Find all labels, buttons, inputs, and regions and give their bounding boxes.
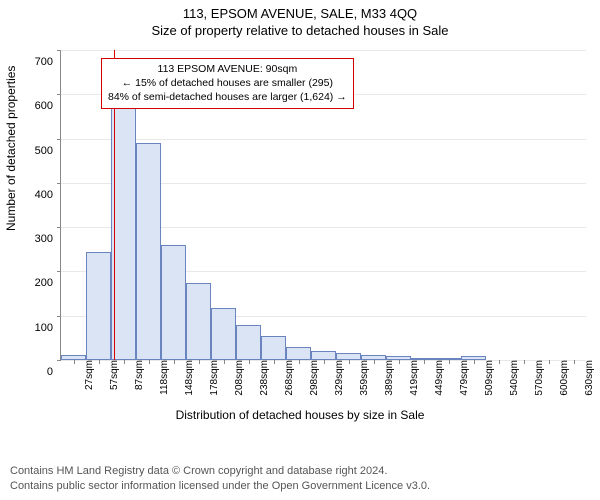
xtick-mark (324, 360, 325, 364)
xtick-mark (149, 360, 150, 364)
bar (311, 351, 336, 360)
y-axis-label: Number of detached properties (4, 66, 18, 231)
xtick-label: 238sqm (253, 360, 270, 396)
xtick-mark (549, 360, 550, 364)
xtick-label: 329sqm (328, 360, 345, 396)
bar (161, 245, 186, 360)
xtick-label: 208sqm (228, 360, 245, 396)
xtick-mark (399, 360, 400, 364)
xtick-mark (449, 360, 450, 364)
xtick-mark (174, 360, 175, 364)
xtick-mark (574, 360, 575, 364)
page-title: Size of property relative to detached ho… (0, 23, 600, 38)
xtick-mark (124, 360, 125, 364)
bar (186, 283, 211, 361)
ytick-label: 700 (23, 56, 53, 68)
xtick-mark (349, 360, 350, 364)
bar (336, 353, 361, 360)
bar (211, 308, 236, 360)
ytick-label: 500 (23, 145, 53, 157)
xtick-label: 419sqm (403, 360, 420, 396)
bar (261, 336, 286, 360)
ytick-mark (57, 50, 61, 51)
bar (136, 143, 161, 360)
footer-line-2: Contains public sector information licen… (10, 479, 590, 494)
xtick-label: 479sqm (453, 360, 470, 396)
ytick-label: 200 (23, 277, 53, 289)
ytick-label: 400 (23, 189, 53, 201)
xtick-label: 57sqm (103, 360, 120, 390)
annotation-box: 113 EPSOM AVENUE: 90sqm← 15% of detached… (101, 58, 354, 109)
xtick-label: 87sqm (128, 360, 145, 390)
bar (86, 252, 111, 361)
ytick-mark (57, 94, 61, 95)
xtick-mark (74, 360, 75, 364)
ytick-mark (57, 360, 61, 361)
xtick-label: 359sqm (353, 360, 370, 396)
xtick-label: 509sqm (478, 360, 495, 396)
xtick-label: 27sqm (78, 360, 95, 390)
xtick-label: 268sqm (278, 360, 295, 396)
ytick-label: 0 (23, 366, 53, 378)
xtick-label: 600sqm (553, 360, 570, 396)
xtick-label: 118sqm (153, 360, 170, 395)
xtick-mark (424, 360, 425, 364)
xtick-label: 630sqm (578, 360, 595, 396)
histogram-chart: Number of detached properties 113 EPSOM … (0, 38, 600, 438)
xtick-label: 148sqm (178, 360, 195, 396)
plot-area: 113 EPSOM AVENUE: 90sqm← 15% of detached… (60, 50, 586, 361)
xtick-mark (224, 360, 225, 364)
ytick-mark (57, 139, 61, 140)
footer-line-1: Contains HM Land Registry data © Crown c… (10, 464, 590, 479)
ytick-mark (57, 271, 61, 272)
xtick-label: 540sqm (503, 360, 520, 396)
xtick-mark (499, 360, 500, 364)
xtick-label: 298sqm (303, 360, 320, 396)
x-axis-label: Distribution of detached houses by size … (0, 408, 600, 422)
xtick-label: 449sqm (428, 360, 445, 396)
xtick-mark (199, 360, 200, 364)
bar (286, 347, 311, 360)
xtick-label: 389sqm (378, 360, 395, 396)
xtick-mark (474, 360, 475, 364)
xtick-mark (374, 360, 375, 364)
annotation-line: 84% of semi-detached houses are larger (… (108, 90, 347, 104)
ytick-mark (57, 227, 61, 228)
ytick-label: 100 (23, 322, 53, 334)
xtick-mark (299, 360, 300, 364)
bar (236, 325, 261, 360)
xtick-mark (524, 360, 525, 364)
xtick-label: 570sqm (528, 360, 545, 396)
xtick-mark (249, 360, 250, 364)
ytick-label: 600 (23, 100, 53, 112)
ytick-label: 300 (23, 233, 53, 245)
page-supertitle: 113, EPSOM AVENUE, SALE, M33 4QQ (0, 6, 600, 21)
xtick-label: 178sqm (203, 360, 220, 396)
annotation-line: 113 EPSOM AVENUE: 90sqm (108, 62, 347, 76)
xtick-mark (99, 360, 100, 364)
ytick-mark (57, 183, 61, 184)
xtick-mark (274, 360, 275, 364)
attribution-footer: Contains HM Land Registry data © Crown c… (10, 464, 590, 494)
annotation-line: ← 15% of detached houses are smaller (29… (108, 76, 347, 90)
ytick-mark (57, 316, 61, 317)
